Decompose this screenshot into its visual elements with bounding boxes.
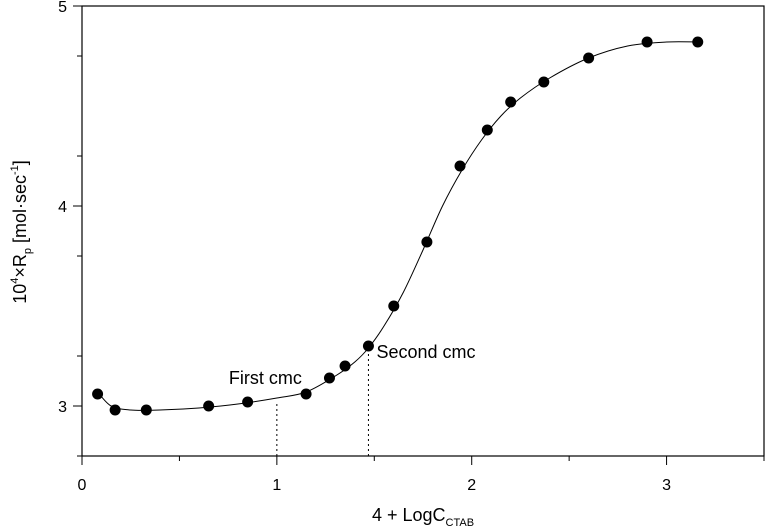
data-points: [92, 36, 704, 416]
y-axis-label: 104×Rp [mol·sec-1]: [9, 160, 34, 304]
data-point: [300, 388, 312, 400]
data-point: [388, 300, 400, 312]
y-tick-label: 4: [58, 199, 67, 216]
axis-ticks: [73, 5, 765, 465]
y-axis-label-part3: [mol·sec: [10, 175, 30, 248]
y-tick-label: 5: [58, 0, 67, 16]
x-tick-label: 3: [662, 477, 671, 494]
x-axis-label-main: 4 + LogC: [372, 505, 446, 525]
first-cmc-label: First cmc: [229, 368, 302, 388]
annotation-lines: [276, 354, 369, 456]
y-axis-label-part2: ×R: [10, 254, 30, 278]
data-point: [242, 396, 254, 408]
second-cmc-label: Second cmc: [376, 342, 475, 362]
data-point: [140, 404, 152, 416]
data-point: [203, 400, 215, 412]
data-point: [421, 236, 433, 248]
data-point: [538, 76, 550, 88]
y-axis-label-sub1: p: [22, 248, 34, 254]
annotation-labels: First cmc Second cmc: [229, 342, 476, 388]
data-point: [339, 360, 351, 372]
y-axis-label-part4: ]: [10, 160, 30, 165]
data-point: [109, 404, 121, 416]
data-point: [362, 340, 374, 352]
x-axis-label-sub: CTAB: [446, 517, 475, 529]
data-point: [641, 36, 653, 48]
y-axis-label-sup1: 4: [9, 278, 21, 284]
data-point: [454, 160, 466, 172]
data-point: [323, 372, 335, 384]
tick-labels: 0 1 2 3 3 4 5: [58, 0, 671, 494]
x-axis-label: 4 + LogCCTAB: [372, 505, 474, 529]
y-tick-label: 3: [58, 399, 67, 416]
x-tick-label: 2: [467, 477, 476, 494]
y-axis-label-part1: 10: [10, 284, 30, 304]
data-point: [481, 124, 493, 136]
data-point: [583, 52, 595, 64]
x-tick-label: 1: [272, 477, 281, 494]
data-point: [505, 96, 517, 108]
data-point: [692, 36, 704, 48]
data-point: [92, 388, 104, 400]
plot-frame: [81, 5, 765, 457]
y-axis-label-sup2: -1: [9, 165, 21, 175]
x-tick-label: 0: [78, 477, 87, 494]
